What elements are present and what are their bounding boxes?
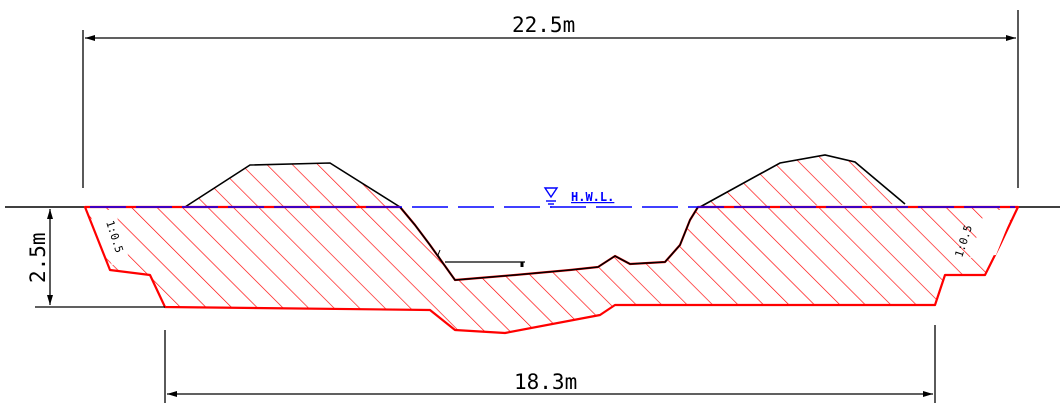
hwl-symbol-icon — [543, 187, 559, 208]
depth-label: 2.5m — [26, 232, 50, 283]
top-width-dimension — [82, 10, 1019, 188]
bottom-width-dimension — [164, 325, 936, 403]
left-embankment — [184, 162, 401, 208]
top-width-label: 22.5m — [512, 13, 575, 37]
right-slope-mask — [970, 210, 1014, 258]
excavation-section — [83, 205, 1020, 335]
left-slope-mask — [88, 210, 130, 265]
right-embankment — [699, 154, 906, 208]
hwl-label: H.W.L. — [571, 190, 614, 204]
bottom-width-label: 18.3m — [514, 370, 577, 394]
depth-dimension — [35, 209, 165, 308]
